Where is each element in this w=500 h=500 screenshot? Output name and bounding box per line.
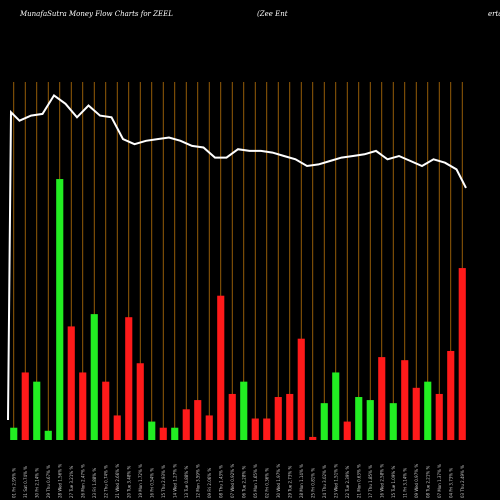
tick-label-12: 19 Mon 1.72% %	[138, 464, 143, 498]
bar-2	[21, 372, 29, 440]
tick-label-22: 05 Mon 1.65% %	[253, 464, 258, 498]
tick-label-19: 08 Thu 1.43% %	[218, 465, 223, 498]
bar-35	[401, 360, 409, 440]
tick-label-24: 30 Wed 1.97% %	[276, 464, 281, 498]
bar-12	[136, 363, 144, 440]
bar-7	[79, 372, 87, 440]
tick-label-1: 01 Fri 2.95% %	[11, 468, 16, 498]
bar-1	[10, 427, 18, 440]
bar-21	[240, 381, 248, 440]
bar-22	[251, 418, 259, 440]
bars	[10, 179, 466, 441]
bar-36	[412, 387, 420, 440]
bar-24	[274, 397, 282, 440]
tick-label-34: 15 Tue 1.09% %	[391, 466, 396, 498]
bar-28	[320, 403, 328, 440]
tick-label-7: 26 Mon 2.47% %	[80, 464, 85, 498]
bar-15	[171, 427, 179, 440]
bar-39	[447, 350, 455, 440]
bar-34	[389, 403, 397, 440]
bar-6	[67, 326, 75, 440]
tick-label-40: 03 Thu 2.49% %	[460, 465, 465, 498]
tick-label-38: 07 Mon 1.37% %	[437, 464, 442, 498]
tick-label-39: 04 Fri 3.73% %	[448, 468, 453, 498]
tick-label-31: 21 Mon 0.63% %	[356, 464, 361, 498]
bar-32	[366, 400, 374, 440]
bar-9	[102, 381, 110, 440]
tick-label-4: 29 Thu 0.67% %	[46, 465, 51, 498]
bar-14	[159, 427, 167, 440]
tick-label-6: 27 Tue 3.21% %	[69, 466, 74, 498]
bar-33	[378, 357, 386, 440]
bar-10	[113, 415, 121, 440]
tick-label-35: 11 Fri 3.14% %	[402, 468, 407, 498]
tick-label-37: 08 Tue 2.21% %	[425, 466, 430, 498]
tick-label-28: 24 Thu 3.02% %	[322, 465, 327, 498]
tick-label-32: 17 Thu 1.85% %	[368, 465, 373, 498]
bar-31	[355, 397, 363, 440]
tick-label-10: 21 Wed 2.66% %	[115, 464, 120, 498]
bar-4	[44, 430, 52, 440]
bar-16	[182, 409, 190, 440]
bar-3	[33, 381, 41, 440]
tick-label-30: 22 Tue 2.39% %	[345, 466, 350, 498]
x-axis-ticks: 01 Fri 2.95% % 31 Sat 0.74% % 30 Fri 2.14%…	[11, 464, 465, 498]
chart-title-mid: (Zee Ent	[257, 10, 288, 18]
tick-label-26: 28 Mon 1.14% %	[299, 464, 304, 498]
tick-label-5: 28 Wed 1.56% %	[57, 464, 62, 498]
bar-27	[309, 436, 317, 440]
tick-label-27: 25 Fri 0.81% %	[310, 468, 315, 498]
tick-label-36: 09 Wed 0.97% %	[414, 464, 419, 498]
tick-label-17: 12 Mon 3.59% %	[195, 464, 200, 498]
price-line	[7, 93, 467, 421]
bar-40	[458, 268, 466, 440]
bar-5	[56, 179, 64, 441]
tick-label-23: 02 Fri 0.36% %	[264, 468, 269, 498]
tick-label-33: 16 Wed 2.58% %	[379, 464, 384, 498]
bar-25	[286, 393, 294, 440]
bar-18	[205, 415, 213, 440]
bar-8	[90, 314, 98, 440]
bar-29	[332, 372, 340, 440]
tick-label-25: 29 Tue 2.73% %	[287, 466, 292, 498]
tick-label-13: 16 Fri 0.54% %	[149, 468, 154, 498]
bar-20	[228, 393, 236, 440]
chart-title-left: MunafaSutra Money Flow Charts for ZEEL	[20, 10, 173, 18]
bar-23	[263, 418, 271, 440]
tick-label-8: 23 Fri 1.88% %	[92, 468, 97, 498]
tick-label-11: 20 Tue 3.48% %	[126, 466, 131, 498]
tick-label-18: 09 Fri 2.06% %	[207, 468, 212, 498]
tick-label-20: 07 Wed 0.92% %	[230, 464, 235, 498]
tick-label-21: 06 Tue 2.28% %	[241, 466, 246, 498]
bar-19	[217, 295, 225, 440]
bar-17	[194, 400, 202, 440]
tick-label-9: 22 Thu 0.74% %	[103, 465, 108, 498]
bar-30	[343, 421, 351, 440]
tick-label-15: 14 Wed 1.27% %	[172, 464, 177, 498]
bar-13	[148, 421, 156, 440]
chart-title-right: erta	[488, 10, 500, 18]
chart-title: MunafaSutra Money Flow Charts for ZEEL (…	[20, 10, 500, 24]
tick-label-29: 23 Wed 1.51% %	[333, 464, 338, 498]
bar-11	[125, 317, 133, 440]
tick-label-14: 15 Thu 2.93% %	[161, 465, 166, 498]
bar-26	[297, 338, 305, 440]
tick-label-2: 31 Sat 0.74% %	[23, 466, 28, 498]
bar-37	[424, 381, 432, 440]
tick-label-16: 13 Tue 0.88% %	[184, 466, 189, 498]
bar-38	[435, 393, 443, 440]
tick-label-3: 30 Fri 2.14% %	[34, 468, 39, 498]
